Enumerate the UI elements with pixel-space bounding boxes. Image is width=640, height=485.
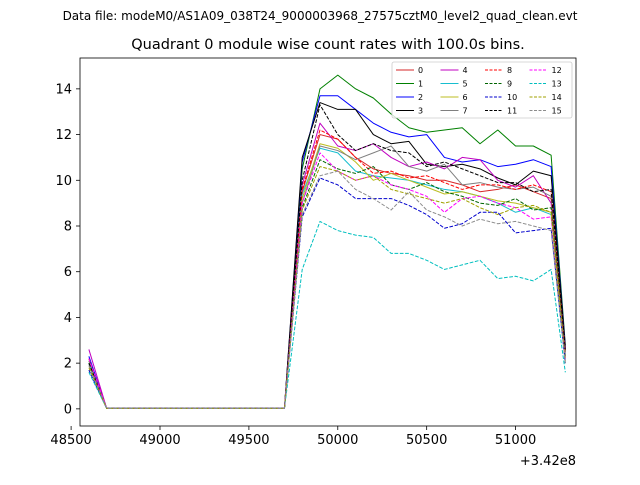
- legend-label-12: 12: [552, 66, 562, 75]
- figure-suptitle: Data file: modeM0/AS1A09_038T24_90000039…: [63, 9, 578, 23]
- legend-label-8: 8: [507, 66, 512, 75]
- series-line-12: [88, 152, 566, 409]
- legend-label-3: 3: [418, 107, 423, 116]
- legend-label-2: 2: [418, 93, 423, 102]
- y-tick-label: 0: [64, 402, 72, 417]
- x-tick-label: 48500: [50, 433, 91, 448]
- series-line-9: [88, 159, 566, 409]
- series-line-15: [88, 170, 566, 409]
- series-line-8: [88, 129, 566, 409]
- series-line-10: [88, 177, 566, 409]
- legend-label-0: 0: [418, 66, 423, 75]
- legend-label-11: 11: [507, 107, 517, 116]
- legend-label-4: 4: [463, 66, 468, 75]
- legend-label-7: 7: [463, 107, 468, 116]
- y-tick-label: 10: [55, 174, 72, 189]
- legend-label-15: 15: [552, 107, 562, 116]
- y-tick-label: 14: [55, 82, 72, 97]
- legend-label-10: 10: [507, 93, 517, 102]
- legend-label-14: 14: [552, 93, 562, 102]
- y-tick-label: 6: [64, 265, 72, 280]
- x-offset-label: +3.42e8: [520, 454, 576, 469]
- y-tick-label: 4: [64, 311, 72, 326]
- legend-label-9: 9: [507, 80, 512, 89]
- axes-frame: [79, 57, 577, 427]
- plot-area: 48500 49000 49500 50000 50500 510000246810121…: [50, 57, 577, 469]
- y-tick-label: 8: [64, 220, 72, 235]
- legend-label-6: 6: [463, 93, 468, 102]
- x-tick-label: 50000: [317, 433, 358, 448]
- legend-label-13: 13: [552, 80, 562, 89]
- y-tick-label: 2: [64, 357, 72, 372]
- chart-title: Quadrant 0 module wise count rates with …: [131, 37, 525, 53]
- x-tick-label: 49500: [228, 433, 269, 448]
- y-tick-label: 12: [55, 128, 72, 143]
- x-tick-label: 51000: [495, 433, 536, 448]
- legend-box: [391, 61, 573, 119]
- legend-label-1: 1: [418, 80, 423, 89]
- legend-label-5: 5: [463, 80, 468, 89]
- x-tick-label: 50500: [406, 433, 447, 448]
- x-tick-label: 49000: [139, 433, 180, 448]
